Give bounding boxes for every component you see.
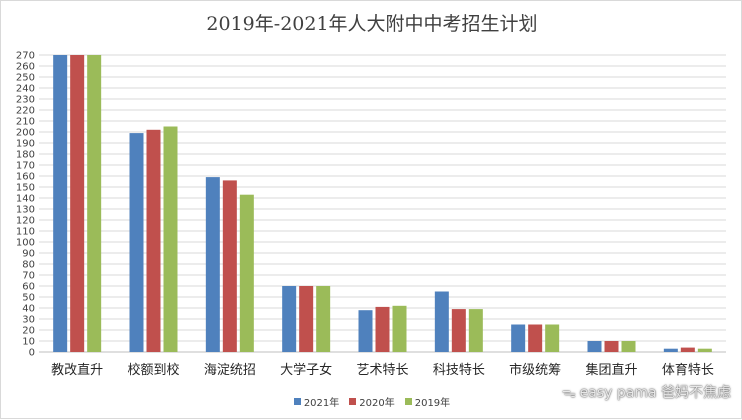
wechat-bubble-icon: ᯓ	[561, 384, 576, 401]
bar	[146, 129, 161, 352]
x-tick-label: 海淀统招	[204, 363, 256, 378]
y-tick-label: 180	[16, 150, 35, 161]
bar	[604, 341, 619, 352]
legend-swatch	[293, 398, 301, 405]
legend-swatch	[349, 398, 357, 405]
y-tick-label: 50	[22, 293, 35, 304]
y-tick-label: 210	[16, 117, 35, 128]
bar	[222, 180, 237, 352]
chart-title: 2019年-2021年人大附中中考招生计划	[206, 13, 538, 35]
bar	[87, 55, 102, 352]
bar	[53, 55, 68, 352]
y-tick-label: 240	[16, 84, 35, 95]
bar	[239, 194, 254, 352]
legend-label: 2021年	[303, 398, 340, 409]
y-tick-label: 270	[16, 51, 35, 62]
x-tick-label: 体育特长	[662, 362, 714, 378]
y-tick-label: 110	[16, 227, 35, 238]
bar	[697, 348, 712, 352]
x-tick-label: 大学子女	[280, 362, 332, 378]
y-tick-label: 260	[16, 62, 35, 73]
bar	[663, 348, 678, 352]
y-tick-label: 0	[29, 348, 35, 359]
watermark: ᯓ easy pama 爸妈不焦虑	[562, 382, 731, 402]
legend-item: 2021年	[293, 394, 340, 409]
y-tick-label: 220	[16, 106, 35, 117]
x-tick-label: 艺术特长	[356, 363, 408, 378]
y-tick-label: 230	[16, 95, 35, 106]
y-tick-label: 30	[22, 315, 35, 326]
bar	[451, 309, 466, 352]
bar	[375, 306, 390, 352]
legend-item: 2019年	[404, 394, 451, 409]
bar	[299, 286, 314, 352]
y-tick-label: 40	[22, 304, 35, 315]
x-tick-label: 科技特长	[433, 363, 485, 378]
y-tick-label: 90	[22, 249, 35, 260]
bar	[511, 324, 526, 352]
y-tick-label: 120	[16, 216, 35, 227]
bar	[358, 310, 373, 352]
y-tick-label: 20	[22, 326, 35, 337]
bar	[545, 324, 560, 352]
bar	[528, 324, 543, 352]
bar	[282, 286, 297, 352]
y-tick-label: 170	[16, 161, 35, 172]
bar	[434, 291, 449, 352]
y-tick-label: 100	[16, 238, 35, 249]
bar	[163, 126, 178, 352]
bar	[587, 341, 602, 352]
y-tick-label: 140	[16, 194, 35, 205]
legend-label: 2020年	[359, 398, 395, 409]
y-tick-label: 150	[16, 183, 35, 194]
y-tick-label: 160	[16, 172, 35, 183]
bar	[316, 286, 331, 352]
y-tick-label: 190	[16, 139, 35, 150]
bar	[680, 347, 695, 352]
x-tick-label: 校额到校	[127, 362, 179, 378]
y-tick-label: 60	[22, 282, 35, 293]
x-tick-label: 集团直升	[585, 362, 637, 378]
bar	[129, 133, 144, 352]
legend-label: 2019年	[414, 398, 451, 409]
x-tick-label: 市级统筹	[509, 362, 561, 378]
watermark-text: easy pama 爸妈不焦虑	[579, 385, 731, 401]
y-tick-label: 10	[22, 337, 35, 348]
y-tick-label: 80	[22, 260, 35, 271]
y-tick-label: 130	[16, 205, 35, 216]
legend-item: 2020年	[349, 394, 395, 409]
legend: 2021年 2020年 2019年	[1, 394, 742, 409]
bar	[392, 305, 407, 352]
bar	[205, 177, 220, 352]
bar	[621, 341, 636, 352]
x-tick-label: 教改直升	[51, 362, 103, 378]
legend-swatch	[404, 398, 412, 405]
y-tick-label: 70	[22, 271, 35, 282]
y-tick-label: 250	[16, 73, 35, 84]
bar	[70, 55, 85, 352]
y-tick-label: 200	[16, 128, 35, 139]
bar	[468, 309, 483, 352]
